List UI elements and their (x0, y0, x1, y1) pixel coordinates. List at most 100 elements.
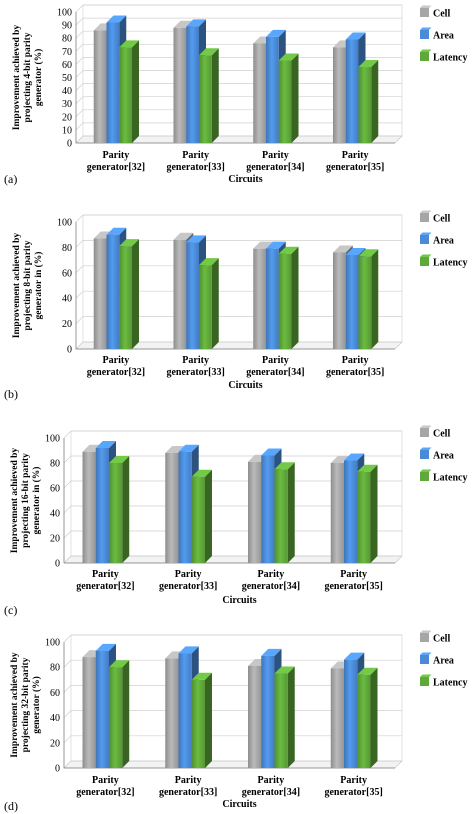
bar-top (274, 462, 295, 470)
bar-side (370, 667, 378, 768)
x-tick-label: Parity generator[33] (159, 775, 217, 798)
legend-swatch (420, 472, 429, 481)
gridline (63, 430, 402, 439)
y-tick-label: 40 (50, 509, 60, 520)
bar-top (265, 241, 286, 249)
bar-front (248, 461, 262, 563)
bar-top (253, 241, 273, 249)
legend-swatch (420, 52, 429, 61)
bar-front (278, 60, 292, 143)
y-tick-label: 60 (62, 268, 72, 279)
bar-side (287, 462, 295, 563)
legend-label: Latency (433, 473, 467, 484)
bar-side (211, 48, 219, 144)
x-tick-label: Parity generator[32] (76, 775, 134, 798)
legend-label: Area (433, 451, 454, 462)
bar-front (199, 265, 212, 349)
x-tick-label: Parity generator[32] (87, 355, 145, 378)
bar-top (358, 249, 379, 257)
bar-top (278, 53, 299, 61)
bar-front (178, 653, 192, 768)
bar (108, 660, 130, 768)
bar-front (173, 239, 187, 349)
legend-swatch (420, 213, 429, 222)
y-tick-label: 0 (55, 764, 60, 775)
bar-top (95, 441, 116, 448)
bar (199, 258, 219, 349)
bar-front (199, 55, 212, 144)
y-tick-label: 20 (50, 738, 60, 749)
gridline (63, 659, 402, 668)
x-tick-label: Parity generator[34] (242, 569, 300, 592)
bar (278, 53, 299, 143)
y-tick-label: 60 (50, 484, 60, 495)
bar-top (199, 48, 219, 56)
bar-front (357, 471, 371, 563)
legend-swatch (420, 677, 429, 686)
y-tick-label: 70 (62, 47, 72, 58)
legend-swatch (420, 235, 429, 244)
legend-swatch (420, 30, 429, 39)
chart-panel-4: 0 20 40 60 80 100 Parity generator[32] Parity gen… (4, 630, 467, 813)
bar (199, 48, 219, 144)
bar-side (204, 672, 212, 768)
y-tick-label: 0 (55, 559, 60, 570)
bar-side (371, 60, 379, 143)
bar (278, 246, 299, 349)
y-tick-label: 100 (45, 434, 60, 445)
panel-label: (c) (4, 603, 17, 617)
x-tick-label: Parity generator[35] (326, 150, 384, 173)
bar-front (165, 658, 179, 768)
bar-front (332, 252, 346, 349)
chart-panel-1: 0 10 20 30 40 50 60 70 80 90 100 Parity generator[32… (4, 4, 467, 186)
bar-top (178, 646, 199, 654)
bar-front (261, 455, 275, 563)
bar-top (332, 245, 353, 253)
legend-label: Cell (433, 634, 450, 645)
x-tick-label: Parity generator[33] (159, 569, 217, 592)
bar-top (178, 444, 199, 452)
bar-front (265, 36, 279, 143)
panel-label: (b) (4, 387, 18, 401)
bar-front (253, 43, 266, 143)
bar-side (291, 53, 299, 143)
bar-side (204, 469, 212, 563)
y-tick-label: 100 (57, 8, 72, 19)
y-tick-label: 80 (62, 34, 72, 45)
bar-front (173, 27, 187, 143)
bar-top (173, 232, 194, 240)
y-tick-label: 80 (50, 663, 60, 674)
bar-front (186, 26, 200, 143)
bar-front (261, 655, 275, 768)
bar-side (371, 249, 379, 349)
bar-side (122, 660, 130, 768)
bar-top (108, 456, 130, 463)
legend-label: Cell (433, 214, 450, 225)
legend-swatch (420, 428, 429, 437)
bar-front (344, 460, 358, 563)
x-axis-title: Circuits (222, 595, 256, 606)
bar-top (119, 239, 140, 247)
bar-front (119, 246, 133, 349)
bar-top (173, 20, 194, 28)
x-tick-label: Parity generator[35] (324, 775, 382, 798)
x-tick-label: Parity generator[34] (246, 355, 304, 378)
bar-side (370, 464, 378, 563)
chart-panel-3: 0 20 40 60 80 100 Parity generator[32] Parity gen… (4, 425, 467, 617)
bar (191, 469, 212, 563)
bar-front (358, 256, 372, 349)
bar-front (274, 673, 288, 768)
bar-top (278, 246, 299, 254)
bar-top (358, 60, 379, 68)
bar-front (119, 47, 133, 144)
bar-side (132, 239, 140, 349)
bar-front (82, 657, 96, 768)
bar-top (199, 258, 219, 266)
gridline (75, 17, 402, 26)
legend: Cell Area Latency (420, 630, 467, 689)
panel-label: (d) (4, 799, 18, 813)
y-tick-label: 20 (62, 112, 72, 123)
y-tick-label: 40 (62, 294, 72, 305)
bar-front (178, 451, 192, 563)
